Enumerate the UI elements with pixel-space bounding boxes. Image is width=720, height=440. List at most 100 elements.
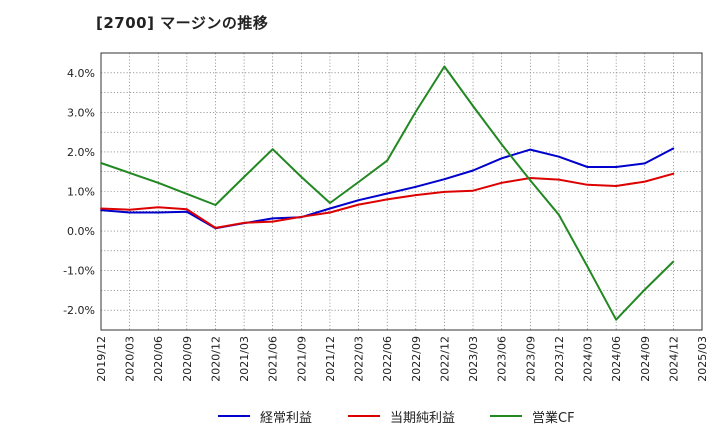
x-tick-label: 2023/03 <box>467 336 480 382</box>
series-point-2 <box>386 198 389 201</box>
series-point-2 <box>157 206 160 209</box>
x-tick-label: 2022/06 <box>381 336 394 382</box>
series-point-3 <box>271 148 274 151</box>
x-tick-label: 2024/09 <box>639 336 652 382</box>
legend-label: 経常利益 <box>260 410 313 426</box>
y-tick-label: 4.0% <box>67 67 95 80</box>
series-point-1 <box>329 207 331 210</box>
series-point-3 <box>472 105 474 107</box>
x-tick-label: 2020/06 <box>152 336 165 382</box>
series-point-2 <box>586 183 589 186</box>
x-tick-label: 2020/09 <box>181 336 194 382</box>
series-point-1 <box>100 209 102 211</box>
series-point-2 <box>672 172 675 175</box>
legend-label: 営業CF <box>532 410 575 426</box>
series-point-3 <box>185 192 188 195</box>
series-point-3 <box>558 213 560 216</box>
series-point-2 <box>500 181 503 184</box>
x-tick-label: 2020/03 <box>124 336 137 382</box>
x-tick-label: 2021/12 <box>324 336 337 382</box>
x-tick-label: 2023/12 <box>553 336 566 382</box>
series-point-2 <box>443 190 446 193</box>
legend-label: 当期純利益 <box>390 410 456 426</box>
legend-swatch <box>348 415 380 417</box>
series-point-2 <box>185 208 188 211</box>
series-point-1 <box>357 199 360 202</box>
series-point-3 <box>300 175 303 178</box>
series-point-3 <box>643 288 646 291</box>
series-point-2 <box>243 221 245 224</box>
series-point-2 <box>643 180 646 183</box>
series-point-1 <box>128 211 131 214</box>
series-point-1 <box>558 155 560 158</box>
x-tick-label: 2019/12 <box>95 336 108 382</box>
series-point-2 <box>615 185 618 187</box>
legend-swatch <box>218 415 250 417</box>
series-point-2 <box>472 189 474 192</box>
legend-swatch <box>490 415 522 417</box>
series-point-2 <box>558 178 560 181</box>
x-tick-label: 2025/03 <box>696 336 709 382</box>
series-point-3 <box>128 172 131 174</box>
series-layer <box>100 65 675 321</box>
x-tick-label: 2020/12 <box>209 336 222 382</box>
series-point-3 <box>243 175 245 178</box>
series-point-1 <box>185 210 188 213</box>
series-point-1 <box>529 148 532 151</box>
series-point-1 <box>271 217 274 220</box>
legend-item-2: 当期純利益 <box>348 404 455 428</box>
series-point-1 <box>443 178 446 181</box>
x-tick-label: 2021/09 <box>295 336 308 382</box>
series-point-1 <box>643 162 646 165</box>
series-point-3 <box>214 204 217 206</box>
series-point-2 <box>357 203 360 206</box>
series-point-2 <box>300 215 303 218</box>
series-point-1 <box>672 147 675 150</box>
series-point-1 <box>500 157 503 160</box>
series-point-2 <box>329 211 331 214</box>
legend-item-1: 経常利益 <box>218 404 312 428</box>
plot-frame <box>100 52 703 331</box>
y-tick-label: 2.0% <box>67 146 95 159</box>
series-point-3 <box>386 159 389 162</box>
series-point-3 <box>500 143 503 146</box>
series-point-2 <box>214 227 217 229</box>
y-tick-label: -2.0% <box>63 304 95 317</box>
series-point-2 <box>414 194 417 196</box>
legend: 経常利益 当期純利益 営業CF <box>0 404 720 428</box>
x-tick-label: 2023/09 <box>524 336 537 382</box>
series-point-3 <box>443 65 446 68</box>
series-point-1 <box>386 192 389 195</box>
series-point-2 <box>100 207 102 210</box>
legend-item-3: 営業CF <box>490 404 575 428</box>
series-point-3 <box>586 265 589 268</box>
x-tick-label: 2023/06 <box>496 336 509 382</box>
x-tick-label: 2022/12 <box>438 336 451 382</box>
series-point-1 <box>414 185 417 188</box>
series-point-1 <box>157 211 160 214</box>
x-tick-label: 2022/03 <box>353 336 366 382</box>
grid-layer <box>100 52 703 331</box>
series-point-3 <box>357 181 360 183</box>
series-point-3 <box>615 318 618 321</box>
x-tick-label: 2022/09 <box>410 336 423 382</box>
series-point-2 <box>271 220 274 223</box>
x-tick-label: 2024/06 <box>610 336 623 382</box>
series-point-3 <box>529 179 532 182</box>
series-point-3 <box>414 110 417 113</box>
y-tick-label: 1.0% <box>67 186 95 199</box>
x-tick-label: 2024/03 <box>582 336 595 382</box>
y-tick-label: 3.0% <box>67 106 95 119</box>
series-point-3 <box>100 162 102 164</box>
series-point-1 <box>615 166 618 168</box>
series-point-3 <box>329 202 331 204</box>
x-tick-label: 2021/06 <box>267 336 280 382</box>
x-tick-label: 2024/12 <box>667 336 680 382</box>
y-tick-label: 0.0% <box>67 225 95 238</box>
axis-layer: 4.0% 3.0% 2.0% 1.0% 0.0% -1.0% -2.0% 2019/12 202… <box>63 52 709 382</box>
chart-title: [2700] マージンの推移 <box>96 14 269 32</box>
x-tick-label: 2021/03 <box>238 336 251 382</box>
series-point-1 <box>586 166 589 168</box>
series-point-1 <box>472 169 474 172</box>
